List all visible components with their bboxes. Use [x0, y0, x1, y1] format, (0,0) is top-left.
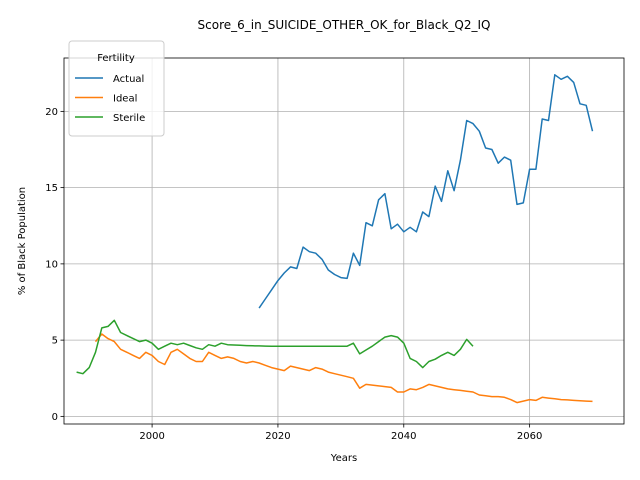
legend-box: [68, 40, 165, 137]
axis-ticks: 2000 2020 2040 2060 0 5 10 15 20: [45, 107, 542, 442]
y-tick-label: 0: [52, 412, 58, 423]
y-tick-label: 5: [52, 336, 58, 347]
legend-label-sterile: Sterile: [113, 113, 145, 124]
plot-frame: [63, 57, 625, 425]
x-tick-label: 2000: [139, 431, 164, 442]
y-tick-label: 15: [45, 183, 58, 194]
series-line-sterile: [76, 319, 474, 375]
legend: Fertility Actual Ideal Sterile: [68, 40, 165, 137]
series-lines: [76, 74, 594, 404]
legend-label-ideal: Ideal: [113, 94, 137, 105]
y-axis-label: % of Black Population: [17, 187, 28, 295]
series-line-ideal: [94, 333, 593, 404]
series-line-actual: [258, 74, 594, 309]
chart-title: Score_6_in_SUICIDE_OTHER_OK_for_Black_Q2…: [198, 18, 491, 32]
x-axis-label: Years: [330, 453, 357, 464]
legend-label-actual: Actual: [113, 74, 144, 85]
legend-title: Fertility: [97, 53, 135, 64]
x-tick-label: 2040: [391, 431, 416, 442]
x-tick-label: 2060: [517, 431, 542, 442]
y-tick-label: 10: [45, 259, 58, 270]
x-tick-label: 2020: [265, 431, 290, 442]
y-tick-label: 20: [45, 107, 58, 118]
